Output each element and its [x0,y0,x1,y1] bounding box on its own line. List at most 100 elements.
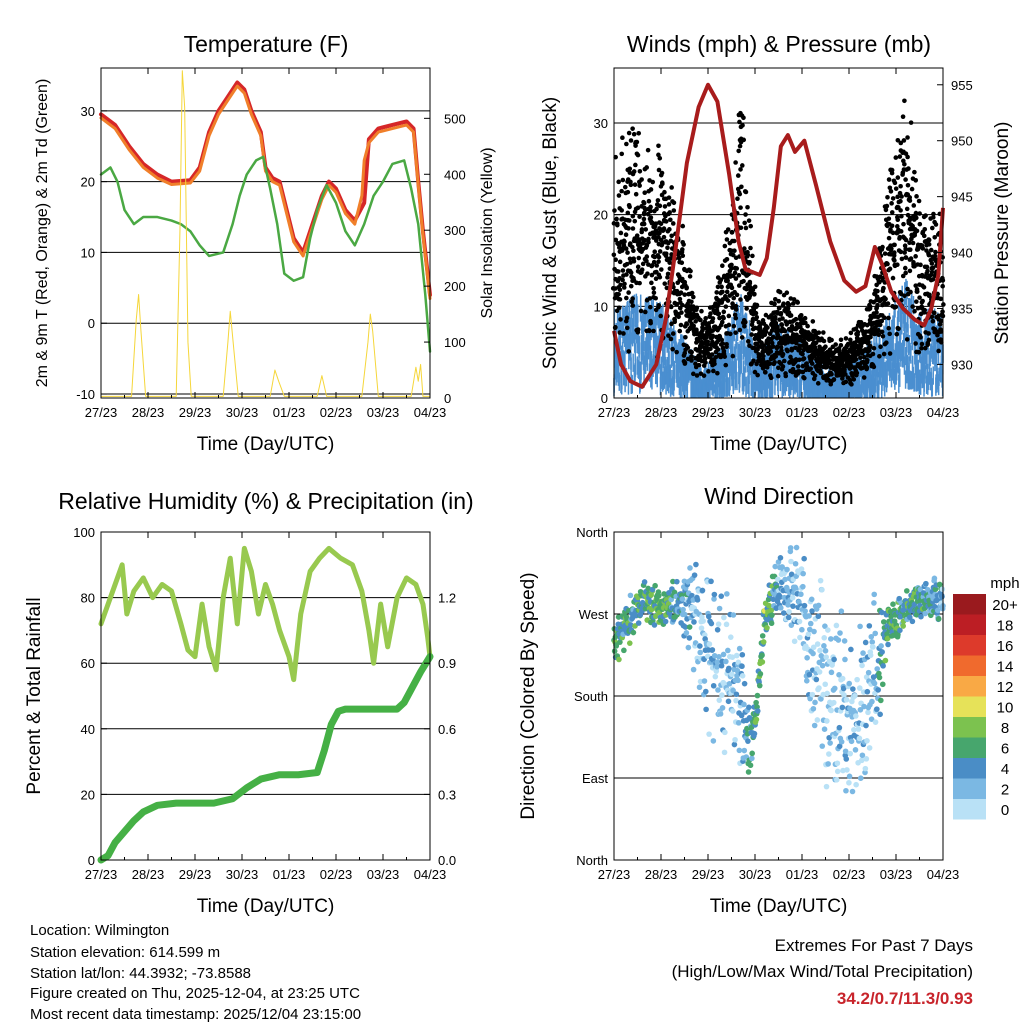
direction-point [790,603,796,609]
direction-point [864,738,870,744]
gust-point [855,329,861,335]
direction-point [857,775,864,781]
gust-point [703,360,708,365]
gust-point [646,239,651,245]
gust-point [902,98,907,104]
gust-point [619,188,624,194]
gust-point [743,189,749,195]
gust-point [651,285,656,291]
gust-point [662,204,668,209]
gust-point [938,318,944,324]
gust-point [620,246,625,252]
gust-point [892,180,898,186]
direction-point [913,611,920,618]
direction-point [708,578,714,585]
gust-point [895,325,901,331]
gust-point [723,304,729,309]
direction-point [842,656,848,663]
direction-point [869,698,875,705]
gust-point [737,119,742,125]
gust-point [630,303,636,308]
direction-point [812,699,818,706]
direction-point [890,601,896,607]
direction-point [711,596,717,602]
y-right-tick-label: 0.6 [438,722,456,737]
gust-point [738,297,743,302]
gust-point [858,355,863,361]
gust-point [783,319,789,324]
gust-point [710,316,716,321]
direction-point [831,685,838,692]
series-9m-t [99,84,432,300]
gust-point [933,249,938,255]
gust-point [805,323,810,329]
direction-point [810,705,817,712]
x-tick-label: 28/23 [645,405,678,420]
gust-point [765,325,770,330]
gust-point [628,270,634,275]
direction-point [746,704,752,711]
direction-point [844,767,850,773]
direction-point [723,621,730,628]
gust-point [729,230,735,235]
direction-point [862,639,869,646]
gust-point [821,330,826,335]
direction-point [691,619,697,625]
wind-chart: Winds (mph) & Pressure (mb) 27/23 28/23 29/… [540,31,1013,455]
direction-point [741,680,748,687]
gust-point [655,198,661,203]
gust-point [892,250,897,255]
direction-point [833,777,840,783]
gust-point [659,170,665,176]
direction-point [700,618,706,624]
direction-point [876,674,883,681]
gust-point [748,361,754,367]
gust-point [795,300,801,305]
gust-point [650,179,656,185]
gust-point [750,287,756,293]
gust-point [657,230,662,236]
gust-point [826,358,832,363]
gust-point [691,294,696,300]
gust-point [730,252,736,258]
gust-point [917,295,922,300]
gust-point [776,365,781,371]
x-tick-label: 28/23 [645,867,678,882]
direction-point [835,637,842,643]
gust-point [778,312,784,317]
gust-point [880,244,885,250]
y-right-tick-label: 500 [444,111,466,126]
gust-point [729,262,734,268]
gust-point [917,221,923,227]
gust-point [889,223,895,229]
gust-point [774,345,780,351]
gust-point [656,303,662,308]
gust-point [772,296,778,302]
y-tick-label: 10 [81,245,95,260]
gust-point [881,286,886,291]
legend-swatch [953,696,986,717]
gust-point [905,286,910,292]
gust-point [843,379,849,385]
gust-point [880,333,886,339]
direction-point [879,609,885,616]
gust-point [741,137,747,143]
x-tick-label: 02/23 [320,867,353,882]
gust-point [626,349,632,354]
direction-point [785,602,791,608]
gust-point [901,221,906,227]
gust-point [651,328,656,334]
gust-point [725,227,731,232]
direction-point [686,635,693,641]
y-right-tick-label: 0.9 [438,656,456,671]
gust-point [910,304,915,309]
direction-point [822,648,829,654]
direction-point [717,711,724,717]
gust-point [678,322,684,328]
direction-point [709,647,716,653]
gust-point [779,348,784,353]
legend-swatch [953,717,986,738]
direction-point [681,611,688,618]
gust-point [736,283,742,288]
direction-point [809,691,816,698]
